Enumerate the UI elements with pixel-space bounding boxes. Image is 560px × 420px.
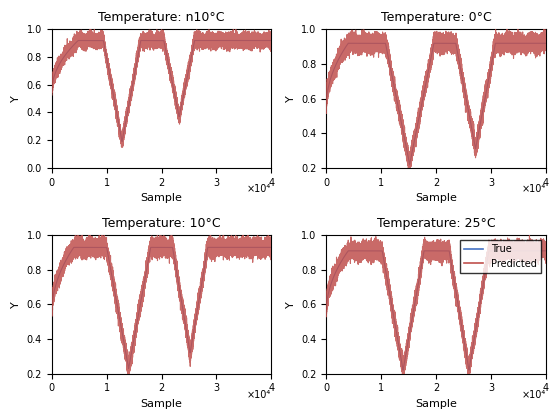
- Title: Temperature: 0°C: Temperature: 0°C: [381, 11, 491, 24]
- Y-axis label: Y: Y: [286, 301, 296, 308]
- Text: ×10⁴: ×10⁴: [247, 184, 272, 194]
- Title: Temperature: 25°C: Temperature: 25°C: [377, 217, 496, 230]
- Title: Temperature: n10°C: Temperature: n10°C: [99, 11, 225, 24]
- X-axis label: Sample: Sample: [141, 399, 183, 409]
- Title: Temperature: 10°C: Temperature: 10°C: [102, 217, 221, 230]
- Text: ×10⁴: ×10⁴: [521, 184, 546, 194]
- X-axis label: Sample: Sample: [415, 399, 457, 409]
- X-axis label: Sample: Sample: [141, 193, 183, 203]
- Y-axis label: Y: Y: [11, 95, 21, 102]
- X-axis label: Sample: Sample: [415, 193, 457, 203]
- Legend: True, Predicted: True, Predicted: [460, 240, 541, 273]
- Text: ×10⁴: ×10⁴: [521, 390, 546, 400]
- Text: ×10⁴: ×10⁴: [247, 390, 272, 400]
- Y-axis label: Y: Y: [11, 301, 21, 308]
- Y-axis label: Y: Y: [286, 95, 296, 102]
